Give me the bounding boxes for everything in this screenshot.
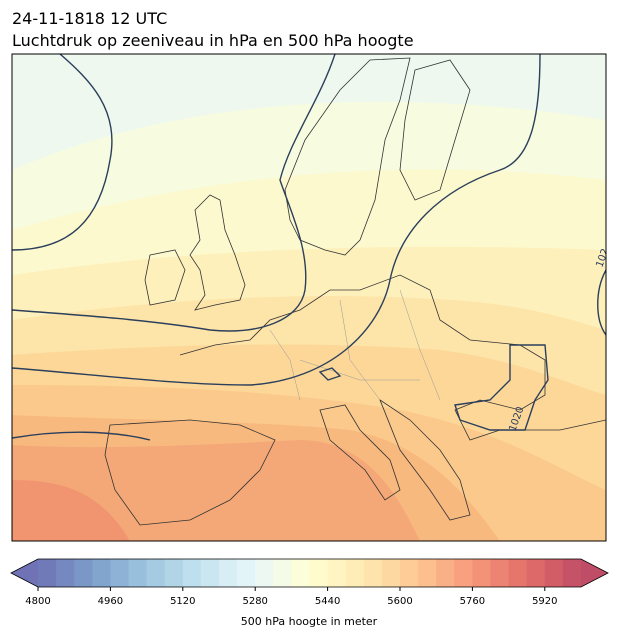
colorbar-segment [56, 559, 75, 587]
isobar [597, 269, 606, 336]
colorbar-segment [400, 559, 419, 587]
colorbar-segment [38, 559, 57, 587]
colorbar-segment [490, 559, 510, 587]
colorbar-tick-label: 5440 [315, 596, 340, 607]
colorbar-segment [327, 559, 347, 587]
colorbar-segment [526, 559, 546, 587]
colorbar-segment [74, 559, 93, 587]
country-borders [269, 289, 441, 401]
colorbar-segment [128, 559, 148, 587]
title: 24-11-1818 12 UTC [12, 9, 167, 28]
colorbar-segment [255, 559, 274, 587]
isobar [12, 431, 151, 441]
coast-iberia [104, 419, 276, 526]
isobar [12, 54, 113, 251]
colorbar-tick-label: 5760 [460, 596, 485, 607]
borders [269, 289, 441, 401]
colorbar-segment [200, 559, 220, 587]
colorbar-segment [237, 559, 256, 587]
contour-label: 102 [594, 247, 611, 269]
coastlines [104, 57, 606, 526]
colorbar-segment [508, 559, 528, 587]
colorbar-tick-label: 4800 [25, 596, 50, 607]
colorbar-segment [418, 559, 437, 587]
coast-britain [189, 194, 246, 311]
colorbar-tick-label: 5280 [242, 596, 267, 607]
coast-continent [179, 274, 606, 441]
colorbar-segment [454, 559, 473, 587]
colorbar-outline [10, 558, 609, 588]
height-band [12, 480, 130, 541]
colorbar-segment [345, 559, 365, 587]
colorbar-segment [164, 559, 184, 587]
isobar [12, 54, 336, 332]
map: 1020 102 [11, 53, 611, 542]
colorbar-segment [110, 559, 129, 587]
colorbar-tick-label: 5120 [170, 596, 195, 607]
colorbar-segment [92, 559, 111, 587]
coast-finland [399, 59, 471, 201]
colorbar-extend-high [581, 559, 608, 587]
colorbar-segment [544, 559, 564, 587]
isobars [12, 54, 606, 441]
colorbar-segment [472, 559, 491, 587]
colorbar-segment [309, 559, 329, 587]
colorbar-segment [363, 559, 383, 587]
colorbar: 4800 4960 5120 5280 5440 5600 5760 5920 [10, 558, 609, 607]
subtitle: Luchtdruk op zeeniveau in hPa en 500 hPa… [12, 31, 414, 50]
colorbar-tick-label: 5920 [532, 596, 557, 607]
isobar [318, 367, 342, 381]
colorbar-tick-label: 5600 [387, 596, 412, 607]
isobar [12, 54, 541, 386]
colorbar-segment [219, 559, 238, 587]
colorbar-label: 500 hPa hoogte in meter [241, 615, 378, 628]
colorbar-segment [562, 559, 582, 587]
coast-balkans [379, 398, 471, 521]
colorbar-segment [291, 559, 310, 587]
colorbar-segment [436, 559, 455, 587]
colorbar-segment [182, 559, 202, 587]
map-frame [11, 53, 607, 542]
coast-italy [319, 404, 401, 501]
coast-scandinavia [284, 57, 411, 256]
colorbar-segment [146, 559, 166, 587]
colorbar-extend-low [11, 559, 38, 587]
isobar [454, 344, 549, 431]
colorbar-tick-label: 4960 [98, 596, 123, 607]
colorbar-segment [381, 559, 401, 587]
height-band [12, 440, 420, 541]
colorbar-segment [273, 559, 292, 587]
coast-ireland [144, 249, 186, 306]
